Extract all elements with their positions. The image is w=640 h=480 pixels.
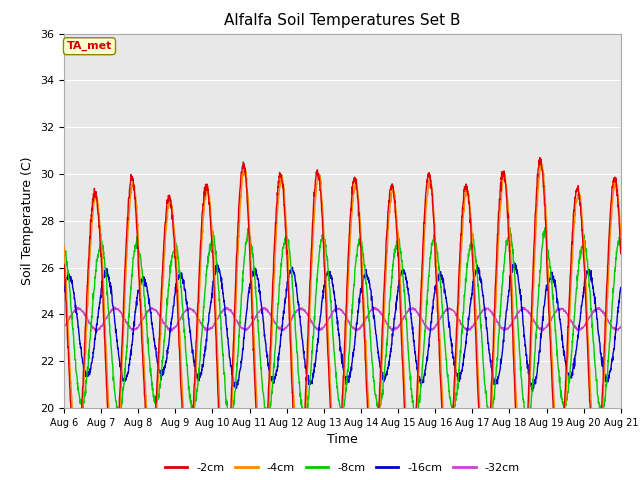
Text: TA_met: TA_met	[67, 41, 112, 51]
Legend: -2cm, -4cm, -8cm, -16cm, -32cm: -2cm, -4cm, -8cm, -16cm, -32cm	[161, 458, 524, 477]
X-axis label: Time: Time	[327, 433, 358, 446]
Title: Alfalfa Soil Temperatures Set B: Alfalfa Soil Temperatures Set B	[224, 13, 461, 28]
Y-axis label: Soil Temperature (C): Soil Temperature (C)	[22, 156, 35, 285]
